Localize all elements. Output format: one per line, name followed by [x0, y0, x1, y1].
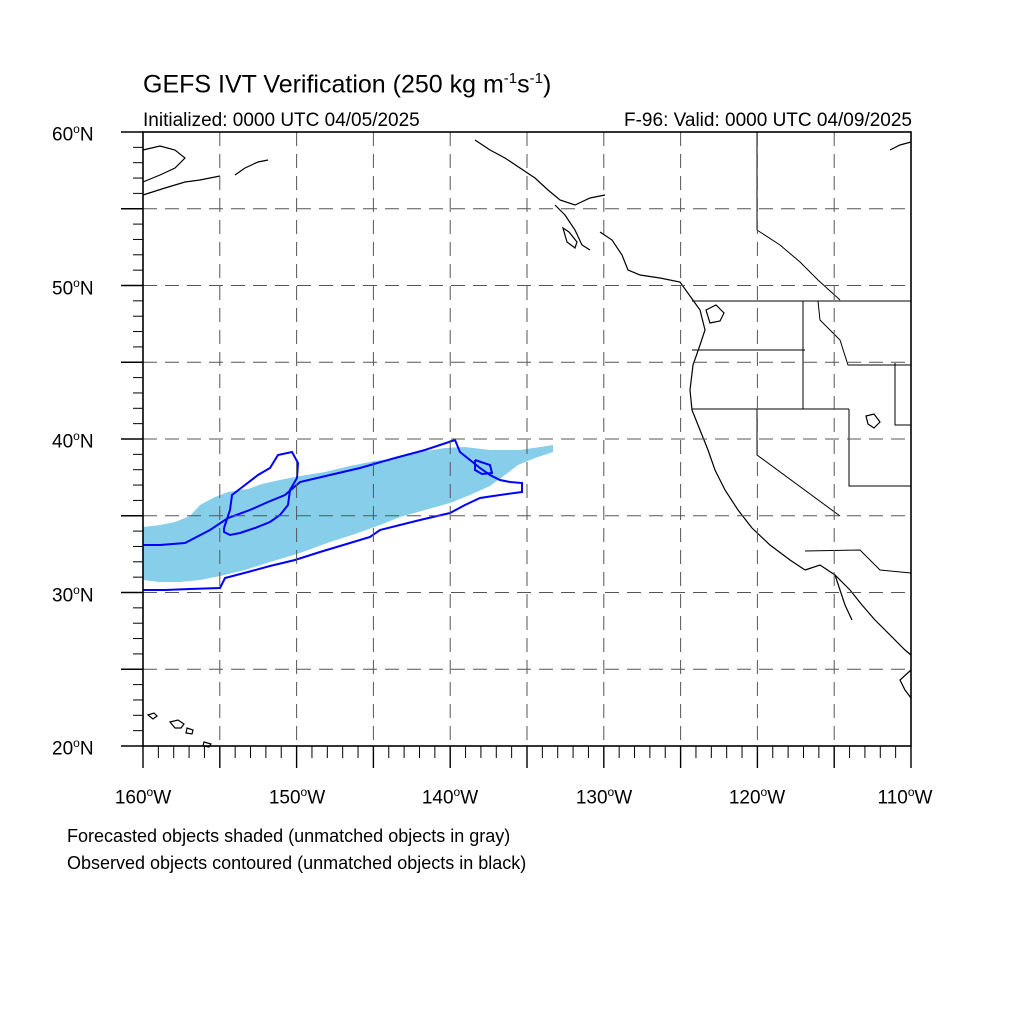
forecast-legend-note: Forecasted objects shaded (unmatched obj… — [67, 826, 511, 846]
lon-label-110w: 110oW — [877, 785, 933, 809]
lat-label-40n: 40oN — [52, 429, 94, 453]
lat-label-20n: 20oN — [52, 736, 94, 760]
map-title: GEFS IVT Verification (250 kg m-1s-1) — [143, 70, 552, 99]
lon-label-140w: 140oW — [421, 785, 479, 809]
lon-label-120w: 120oW — [728, 785, 786, 809]
valid-time: F-96: Valid: 0000 UTC 04/09/2025 — [624, 110, 912, 131]
observed-object-contour-main — [143, 438, 523, 591]
lat-label-50n: 50oN — [52, 276, 94, 300]
axis-ticks — [121, 131, 912, 768]
lon-label-150w: 150oW — [268, 785, 326, 809]
initialized-time: Initialized: 0000 UTC 04/05/2025 — [143, 110, 420, 131]
lat-label-30n: 30oN — [52, 583, 94, 607]
lat-lon-grid — [143, 132, 911, 746]
observed-object-contour-inner — [474, 459, 494, 476]
forecast-object-shaded — [143, 445, 553, 582]
lon-label-130w: 130oW — [575, 785, 633, 809]
lat-label-60n: 60oN — [52, 122, 94, 146]
political-borders — [692, 132, 912, 574]
observed-object-contour-northwest — [223, 450, 300, 537]
lon-label-160w: 160oW — [114, 785, 172, 809]
observed-legend-note: Observed objects contoured (unmatched ob… — [67, 853, 527, 873]
